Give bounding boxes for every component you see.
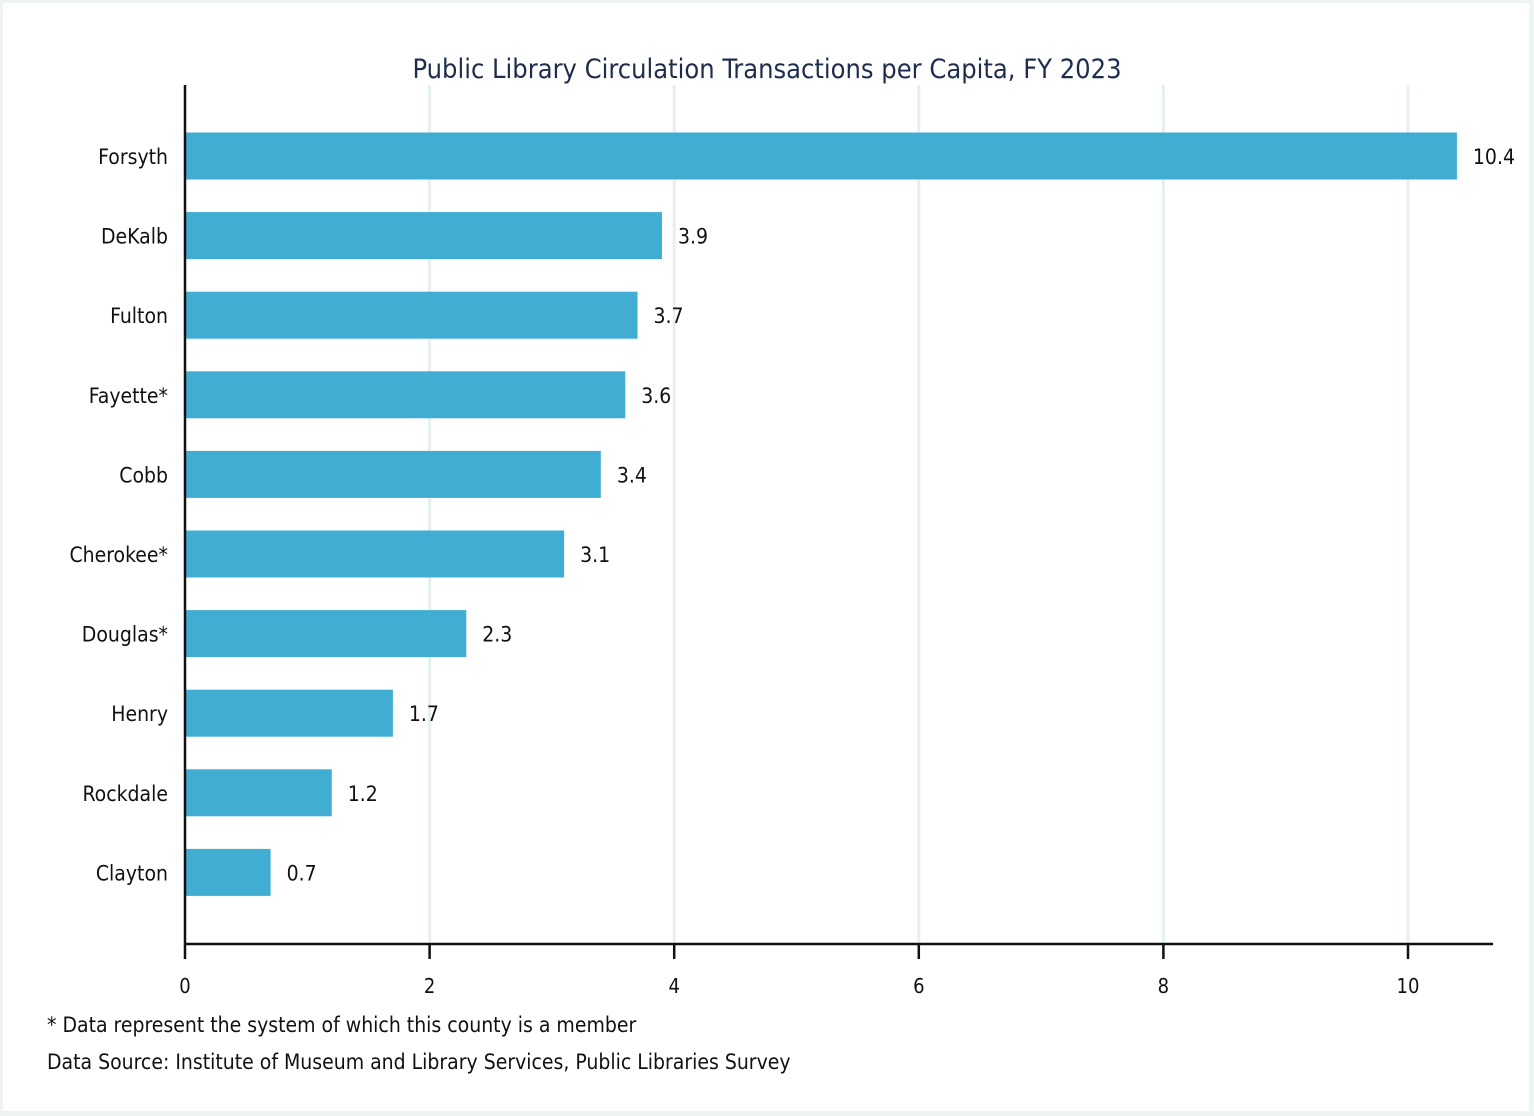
footnote-source: Data Source: Institute of Museum and Lib… (47, 1050, 791, 1074)
value-labels: 10.4 3.9 3.7 3.6 3.4 3.1 2.3 1.7 1.2 0.7 (287, 145, 1515, 885)
category-label: Fayette* (89, 384, 168, 408)
bar-forsyth (185, 132, 1457, 180)
bar-fulton (185, 291, 638, 339)
value-label: 0.7 (287, 861, 317, 885)
bar-douglas (185, 610, 467, 658)
category-label: Clayton (96, 861, 168, 885)
value-label: 3.9 (678, 225, 708, 249)
bar-rockdale (185, 769, 332, 817)
value-label: 10.4 (1473, 145, 1515, 169)
value-label: 1.7 (409, 702, 439, 726)
chart-title: Public Library Circulation Transactions … (412, 54, 1121, 85)
category-label: Douglas* (82, 623, 168, 647)
axes (183, 85, 1493, 946)
category-label: Cobb (119, 463, 168, 487)
bar-cobb (185, 450, 601, 498)
bars (185, 132, 1457, 896)
value-label: 3.7 (654, 304, 684, 328)
x-tick-label: 10 (1397, 974, 1420, 998)
x-tick-label: 6 (913, 974, 924, 998)
category-label: Fulton (110, 304, 168, 328)
bar-henry (185, 689, 393, 737)
x-tick-label: 2 (424, 974, 435, 998)
bar-clayton (185, 848, 271, 896)
value-label: 3.4 (617, 463, 647, 487)
bar-dekalb (185, 212, 662, 260)
x-tick-label: 0 (179, 974, 190, 998)
value-label: 1.2 (348, 782, 378, 806)
category-label: Rockdale (82, 782, 168, 806)
category-labels: Forsyth DeKalb Fulton Fayette* Cobb Cherokee*… (69, 145, 168, 885)
value-label: 3.1 (580, 543, 610, 567)
footnote-member: * Data represent the system of which thi… (47, 1013, 637, 1037)
x-tick-label: 8 (1158, 974, 1169, 998)
value-label: 2.3 (482, 623, 512, 647)
category-label: Forsyth (98, 145, 168, 169)
bar-cherokee (185, 530, 565, 578)
category-label: DeKalb (101, 225, 168, 249)
x-tick-label: 4 (668, 974, 679, 998)
x-ticks: 0 2 4 6 8 10 (179, 944, 1419, 998)
value-label: 3.6 (641, 384, 671, 408)
category-label: Cherokee* (69, 543, 168, 567)
category-label: Henry (111, 702, 168, 726)
bar-fayette (185, 371, 626, 419)
